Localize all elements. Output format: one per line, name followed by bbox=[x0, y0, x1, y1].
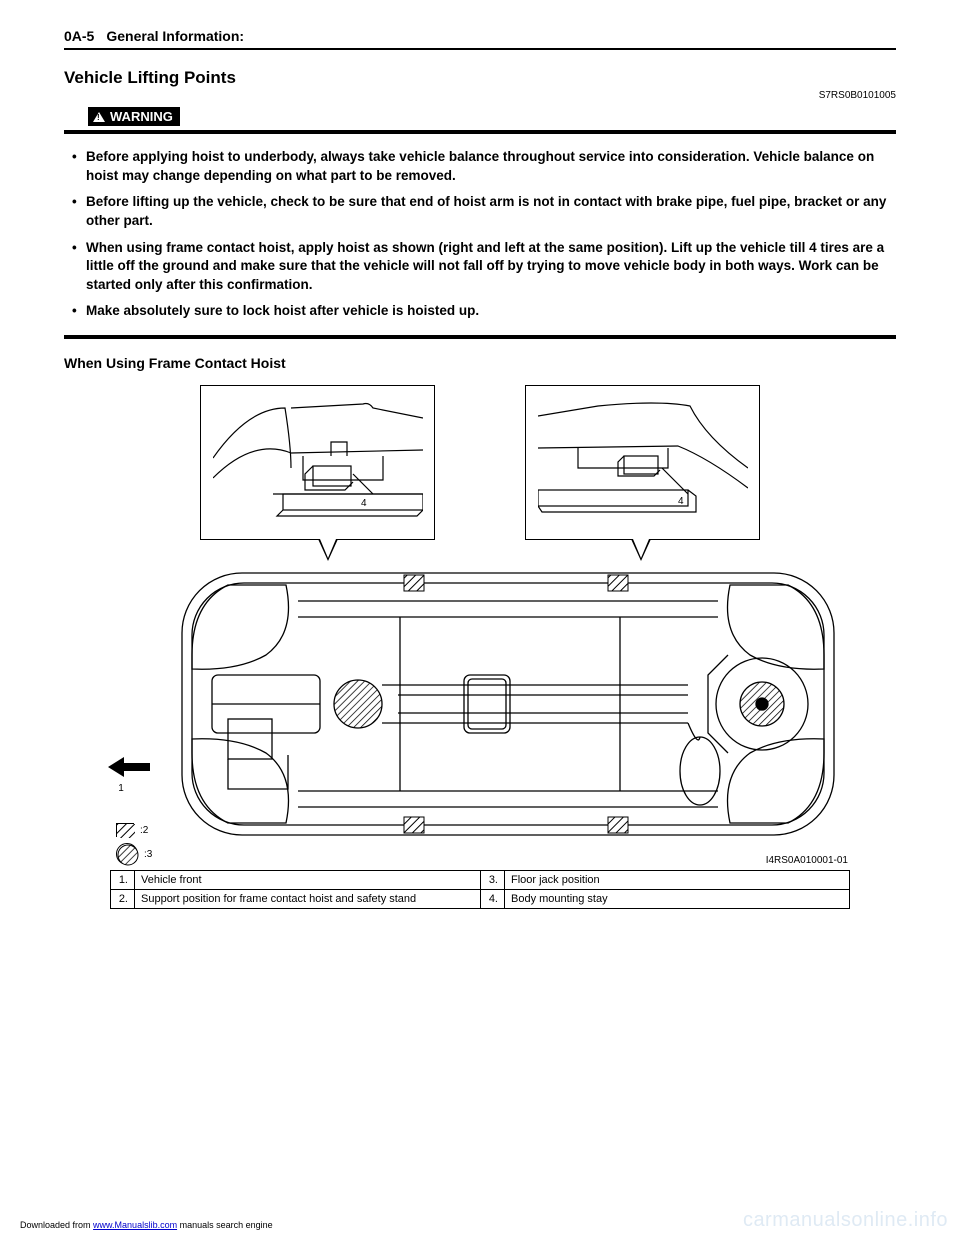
figure-swatch-legend: :2 :3 bbox=[116, 817, 152, 865]
footer-post: manuals search engine bbox=[177, 1220, 273, 1230]
legend-num: 2. bbox=[111, 890, 135, 909]
warning-text: When using frame contact hoist, apply ho… bbox=[86, 239, 896, 295]
page-number: 0A-5 bbox=[64, 28, 94, 44]
inset-front-svg bbox=[213, 398, 423, 528]
swatch-2-icon bbox=[116, 823, 134, 837]
legend-num: 1. bbox=[111, 871, 135, 890]
inset-callout-4: 4 bbox=[361, 498, 367, 509]
legend-num: 3. bbox=[481, 871, 505, 890]
leader-row bbox=[110, 539, 850, 561]
arrow-left-icon bbox=[108, 757, 150, 777]
swatch-row: :3 bbox=[116, 843, 152, 865]
warning-list: •Before applying hoist to underbody, alw… bbox=[64, 148, 896, 321]
rule-bottom bbox=[64, 335, 896, 339]
legend-text: Vehicle front bbox=[135, 871, 481, 890]
figure-code: I4RS0A010001-01 bbox=[110, 855, 848, 866]
legend-text: Body mounting stay bbox=[505, 890, 850, 909]
warning-label: WARNING bbox=[110, 109, 173, 124]
page-header: 0A-5 General Information: bbox=[64, 28, 896, 50]
warning-text: Before applying hoist to underbody, alwa… bbox=[86, 148, 896, 185]
figure: 4 4 1 bbox=[110, 385, 850, 909]
front-arrow: 1 bbox=[108, 757, 150, 794]
legend-num: 4. bbox=[481, 890, 505, 909]
underbody-plan bbox=[168, 559, 848, 849]
warning-item: •Before lifting up the vehicle, check to… bbox=[72, 193, 896, 230]
legend-table: 1. Vehicle front 3. Floor jack position … bbox=[110, 870, 850, 909]
warning-text: Before lifting up the vehicle, check to … bbox=[86, 193, 896, 230]
leader-right bbox=[631, 539, 651, 561]
swatch-2-label: :2 bbox=[140, 825, 148, 836]
warning-triangle-icon bbox=[93, 112, 105, 122]
warning-text: Make absolutely sure to lock hoist after… bbox=[86, 302, 479, 321]
warning-item: •Before applying hoist to underbody, alw… bbox=[72, 148, 896, 185]
footer: Downloaded from www.Manualslib.com manua… bbox=[20, 1220, 273, 1230]
legend-text: Floor jack position bbox=[505, 871, 850, 890]
warning-item: •Make absolutely sure to lock hoist afte… bbox=[72, 302, 896, 321]
footer-pre: Downloaded from bbox=[20, 1220, 93, 1230]
inset-callout-4: 4 bbox=[678, 496, 684, 507]
swatch-3-label: :3 bbox=[144, 849, 152, 860]
warning-badge-row: WARNING bbox=[64, 107, 896, 126]
warning-badge: WARNING bbox=[88, 107, 180, 126]
swatch-row: :2 bbox=[116, 823, 152, 837]
warning-item: •When using frame contact hoist, apply h… bbox=[72, 239, 896, 295]
footer-link[interactable]: www.Manualslib.com bbox=[93, 1220, 177, 1230]
front-arrow-label: 1 bbox=[118, 783, 124, 794]
section-name: General Information: bbox=[106, 28, 244, 44]
legend-text: Support position for frame contact hoist… bbox=[135, 890, 481, 909]
inset-front-lift: 4 bbox=[200, 385, 435, 540]
inset-rear-lift: 4 bbox=[525, 385, 760, 540]
rule-top bbox=[64, 130, 896, 134]
table-row: 2. Support position for frame contact ho… bbox=[111, 890, 850, 909]
table-row: 1. Vehicle front 3. Floor jack position bbox=[111, 871, 850, 890]
leader-left bbox=[318, 539, 338, 561]
subheading: When Using Frame Contact Hoist bbox=[64, 355, 896, 371]
doc-code: S7RS0B0101005 bbox=[64, 90, 896, 101]
inset-rear-svg bbox=[538, 398, 748, 528]
swatch-3-icon bbox=[116, 843, 138, 865]
underbody-svg bbox=[168, 559, 848, 849]
insets-row: 4 4 bbox=[110, 385, 850, 540]
section-title: Vehicle Lifting Points bbox=[64, 68, 896, 88]
watermark: carmanualsonline.info bbox=[743, 1209, 948, 1232]
